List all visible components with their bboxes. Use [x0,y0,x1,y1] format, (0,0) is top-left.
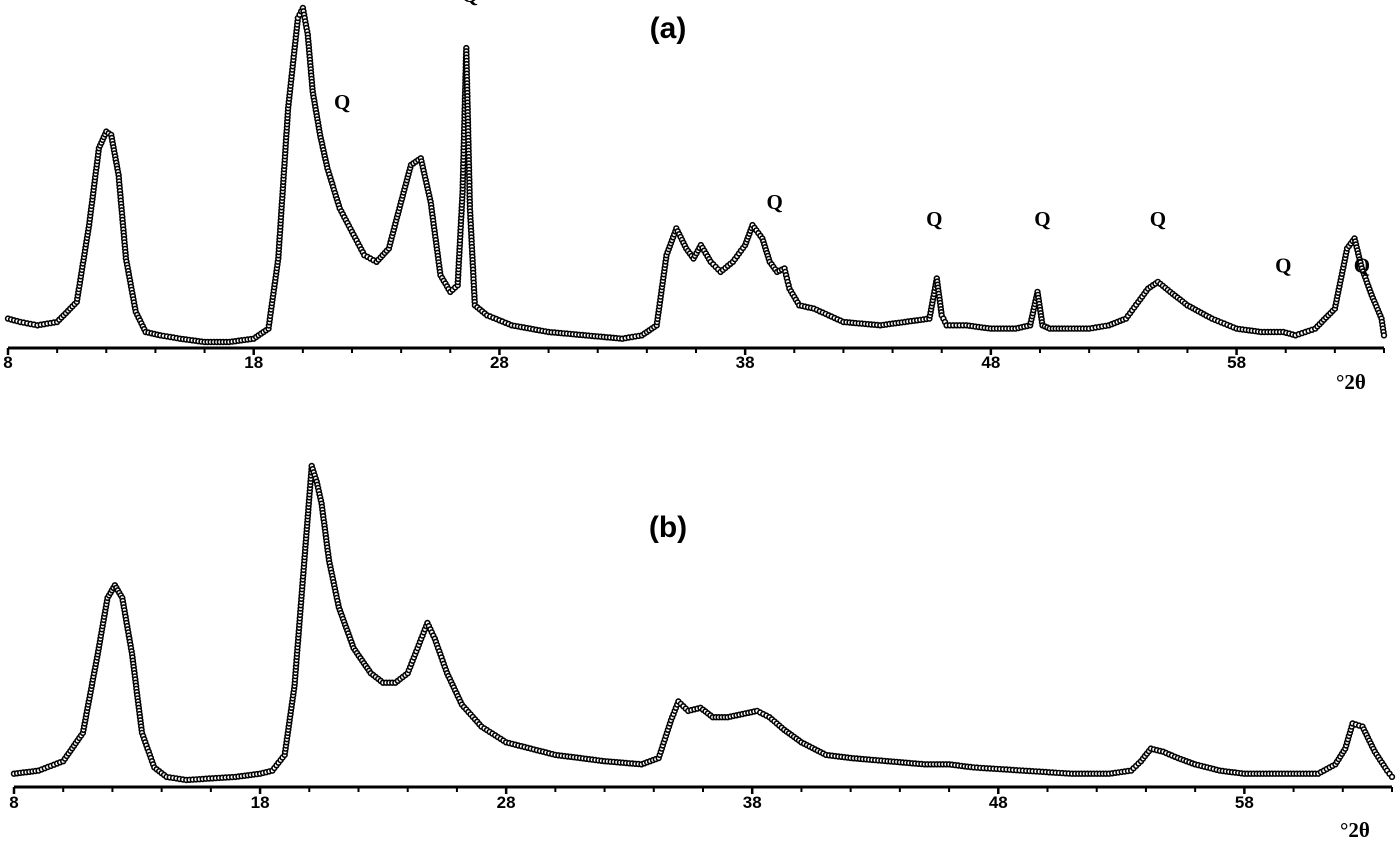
x-tick-label: 8 [9,793,18,812]
x-tick-label: 58 [1235,793,1254,812]
quartz-peak-label: Q [1275,254,1291,278]
diffraction-data-point [1380,332,1388,339]
panel-b-x-axis: 8 18 28 38 48 58 °2θ [9,785,1393,842]
panel-a-x-ticks [6,348,1385,355]
x-tick-label: 8 [3,353,12,372]
panel-b-x-ticks [12,787,1393,794]
panel-b-x-tick-labels: 8 18 28 38 48 58 [9,793,1254,812]
panel-a-title: (a) [650,12,687,45]
panel-a-trace [4,4,1388,346]
quartz-peak-label: Q [334,90,350,114]
quartz-peak-label: Q [1034,207,1050,231]
panel-b: (b) 8 18 28 38 48 58 °2θ [9,462,1396,842]
x-tick-label: 48 [989,793,1008,812]
panel-a-x-axis: 8 18 28 38 48 58 °2θ [3,346,1385,394]
x-tick-label: 48 [981,353,1000,372]
panel-a-annotations: Q Q Q Q Q Q Q Q [334,0,1370,278]
panel-b-trace [10,462,1396,784]
quartz-peak-label: Q [1354,254,1370,278]
x-tick-label: 38 [743,793,762,812]
x-tick-label: 38 [736,353,755,372]
panel-b-x-axis-label: °2θ [1340,818,1370,842]
diffraction-trace-line [7,6,1386,344]
x-tick-label: 18 [244,353,263,372]
quartz-peak-label: Q [766,190,782,214]
quartz-peak-label: Q [462,0,478,7]
panel-a-x-tick-labels: 8 18 28 38 48 58 [3,353,1246,372]
x-tick-label: 28 [497,793,516,812]
quartz-peak-label: Q [926,207,942,231]
quartz-peak-label: Q [1150,207,1166,231]
x-tick-label: 58 [1227,353,1246,372]
x-tick-label: 28 [490,353,509,372]
panel-b-title: (b) [649,511,687,544]
x-tick-label: 18 [251,793,270,812]
panel-a-x-axis-label: °2θ [1336,370,1366,394]
panel-a: (a) Q Q Q Q Q Q Q Q 8 18 28 38 48 58 °2θ [3,0,1388,394]
diffraction-trace-line [13,464,1393,782]
diffraction-data-point [1388,773,1396,781]
